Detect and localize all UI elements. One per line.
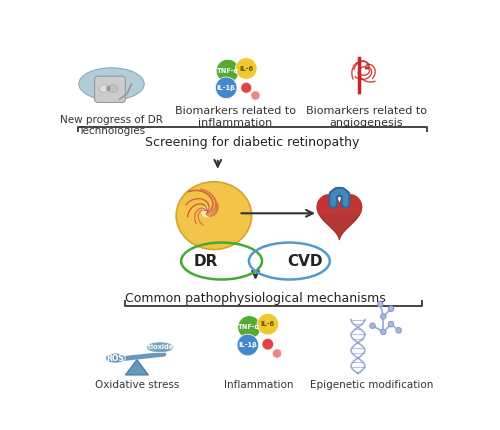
Text: Antioxidant: Antioxidant [138, 344, 182, 350]
Circle shape [216, 77, 237, 98]
Text: IL-1β: IL-1β [238, 342, 257, 348]
Text: Inflammation: Inflammation [224, 381, 294, 390]
Text: IL-6: IL-6 [260, 321, 275, 327]
Circle shape [262, 338, 274, 350]
Text: DR: DR [194, 254, 218, 269]
Text: Common pathophysiological mechanisms: Common pathophysiological mechanisms [125, 292, 386, 305]
Ellipse shape [176, 182, 252, 249]
Circle shape [241, 83, 252, 93]
Text: Epigenetic modification: Epigenetic modification [310, 381, 434, 390]
Text: TNF-α: TNF-α [238, 324, 260, 330]
Text: IL-1β: IL-1β [217, 85, 236, 91]
Text: ROS: ROS [106, 353, 124, 362]
Circle shape [216, 59, 240, 83]
Text: Biomarkers related to
inflammation: Biomarkers related to inflammation [175, 106, 296, 128]
Circle shape [237, 334, 258, 356]
Circle shape [257, 313, 278, 335]
Text: CVD: CVD [287, 254, 322, 269]
Polygon shape [317, 195, 362, 213]
Circle shape [251, 91, 260, 100]
Polygon shape [126, 359, 148, 375]
Text: New progress of DR
Technologies: New progress of DR Technologies [60, 115, 163, 136]
Circle shape [370, 323, 375, 329]
Circle shape [238, 316, 261, 339]
Circle shape [378, 301, 383, 307]
Circle shape [236, 58, 257, 79]
Circle shape [380, 329, 386, 335]
Ellipse shape [108, 85, 118, 92]
Text: TNF-α: TNF-α [217, 68, 239, 74]
Text: IL-6: IL-6 [239, 65, 254, 71]
Text: Biomarkers related to
angiogenesis: Biomarkers related to angiogenesis [306, 106, 427, 128]
Circle shape [396, 328, 402, 333]
FancyBboxPatch shape [94, 76, 126, 102]
Circle shape [272, 349, 281, 358]
Polygon shape [317, 195, 362, 240]
Ellipse shape [79, 68, 144, 100]
Text: Screening for diabetic retinopathy: Screening for diabetic retinopathy [145, 136, 360, 149]
Ellipse shape [107, 86, 110, 91]
Ellipse shape [106, 353, 126, 363]
Circle shape [380, 314, 386, 319]
Text: Oxidative stress: Oxidative stress [94, 381, 179, 390]
Circle shape [388, 306, 394, 311]
Ellipse shape [146, 342, 174, 353]
Circle shape [388, 322, 394, 327]
Ellipse shape [201, 206, 211, 218]
Ellipse shape [99, 85, 108, 92]
